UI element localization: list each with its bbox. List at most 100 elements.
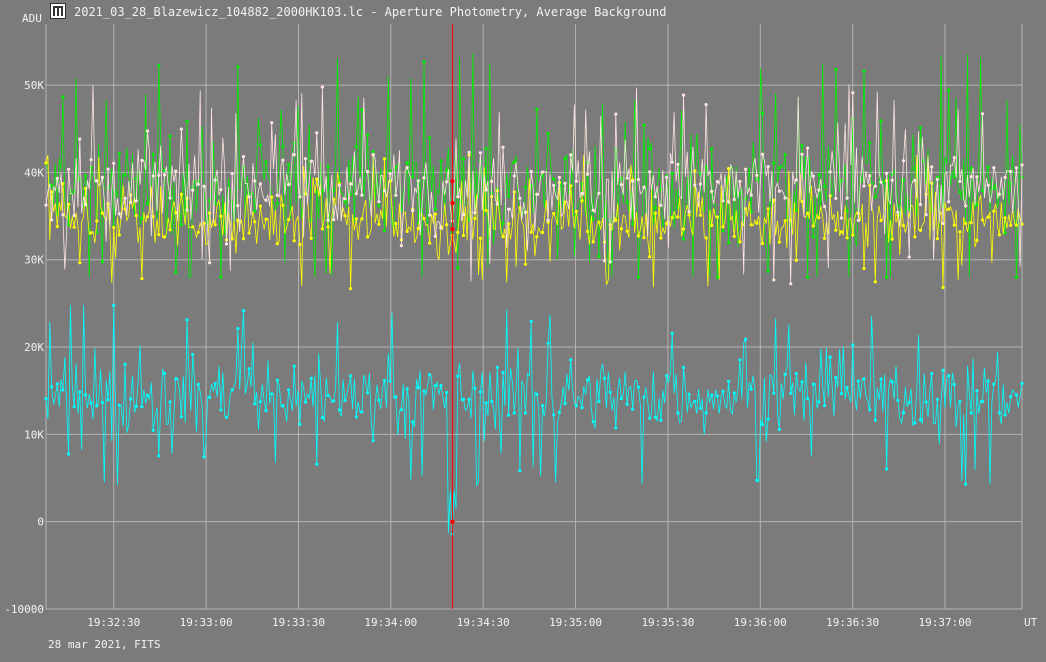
data-point xyxy=(72,405,76,409)
data-point xyxy=(179,415,183,419)
data-point xyxy=(670,331,674,336)
data-point xyxy=(512,174,516,178)
data-point xyxy=(777,427,782,432)
data-point xyxy=(777,166,782,170)
data-point xyxy=(523,185,528,189)
data-point xyxy=(241,309,246,313)
data-point xyxy=(332,188,336,192)
data-point xyxy=(337,408,341,412)
data-point xyxy=(44,161,48,165)
data-point xyxy=(377,222,381,226)
data-point xyxy=(535,392,539,396)
data-point xyxy=(428,136,432,140)
data-point xyxy=(382,378,387,383)
data-point xyxy=(901,411,906,415)
data-point xyxy=(772,391,776,395)
data-point xyxy=(789,282,793,286)
data-point xyxy=(185,208,189,212)
data-point xyxy=(834,67,838,72)
data-point xyxy=(715,394,720,398)
data-point xyxy=(50,218,54,222)
data-point xyxy=(281,404,285,408)
data-point xyxy=(416,226,420,231)
x-tick-label: 19:34:00 xyxy=(364,616,417,629)
data-point xyxy=(495,365,499,369)
data-point xyxy=(687,392,691,396)
data-point xyxy=(230,237,234,241)
data-point xyxy=(478,236,482,240)
data-point xyxy=(738,179,742,184)
data-point xyxy=(445,390,449,395)
data-point xyxy=(134,199,138,203)
data-point xyxy=(382,229,387,233)
data-point xyxy=(653,206,657,210)
data-point xyxy=(834,196,838,200)
data-point xyxy=(941,285,945,290)
data-point xyxy=(749,223,753,227)
data-point xyxy=(868,174,872,178)
window-title: 2021_03_28_Blazewicz_104882_2000HK103.lc… xyxy=(74,5,667,19)
data-point xyxy=(422,176,426,180)
data-point xyxy=(456,374,460,378)
data-point xyxy=(552,211,556,216)
data-point xyxy=(851,233,855,237)
data-point xyxy=(800,144,804,148)
data-point xyxy=(501,145,505,149)
data-point xyxy=(134,404,138,408)
data-point xyxy=(625,229,629,233)
data-point xyxy=(918,418,923,422)
data-point xyxy=(123,196,127,200)
data-point xyxy=(822,403,827,408)
x-tick-label: 19:36:30 xyxy=(826,616,879,629)
data-point xyxy=(845,196,849,200)
data-point xyxy=(659,236,663,240)
data-point xyxy=(1009,169,1013,173)
data-point xyxy=(162,235,167,239)
data-point xyxy=(162,371,167,375)
data-point xyxy=(50,190,54,194)
data-point xyxy=(484,188,488,192)
x-tick-label: 19:35:00 xyxy=(549,616,602,629)
data-point xyxy=(129,200,133,204)
data-point xyxy=(411,209,415,213)
data-point xyxy=(507,413,511,417)
data-point xyxy=(303,157,308,161)
data-point xyxy=(433,384,437,388)
x-tick-label: 19:33:30 xyxy=(272,616,325,629)
data-point xyxy=(732,234,736,238)
data-point xyxy=(693,183,697,187)
data-point xyxy=(828,194,832,198)
data-point xyxy=(625,402,629,406)
data-point xyxy=(947,88,951,92)
data-point xyxy=(574,179,578,183)
data-point xyxy=(394,166,398,170)
data-point xyxy=(822,184,827,188)
data-point xyxy=(806,211,810,215)
data-point xyxy=(298,422,302,426)
data-point xyxy=(856,218,861,222)
data-point xyxy=(698,406,703,410)
y-axis-unit-label: ADU xyxy=(22,12,42,25)
data-point xyxy=(789,391,793,395)
data-point xyxy=(631,179,635,183)
x-axis-unit-label: UT xyxy=(1024,616,1038,629)
data-point xyxy=(760,241,765,246)
data-point xyxy=(405,229,409,233)
data-point xyxy=(777,240,782,244)
data-point xyxy=(766,269,770,273)
data-point xyxy=(326,393,330,398)
app-icon[interactable] xyxy=(50,3,66,19)
data-point xyxy=(862,266,866,271)
data-point xyxy=(727,379,731,383)
data-point xyxy=(275,201,279,206)
grid-layer xyxy=(45,24,1023,610)
data-point xyxy=(422,60,426,64)
x-tick-label: 19:33:00 xyxy=(180,616,233,629)
data-point xyxy=(445,223,449,227)
data-point xyxy=(873,280,877,284)
data-point xyxy=(100,175,104,179)
data-point xyxy=(258,204,262,208)
data-point xyxy=(586,172,590,176)
data-point xyxy=(343,197,347,201)
